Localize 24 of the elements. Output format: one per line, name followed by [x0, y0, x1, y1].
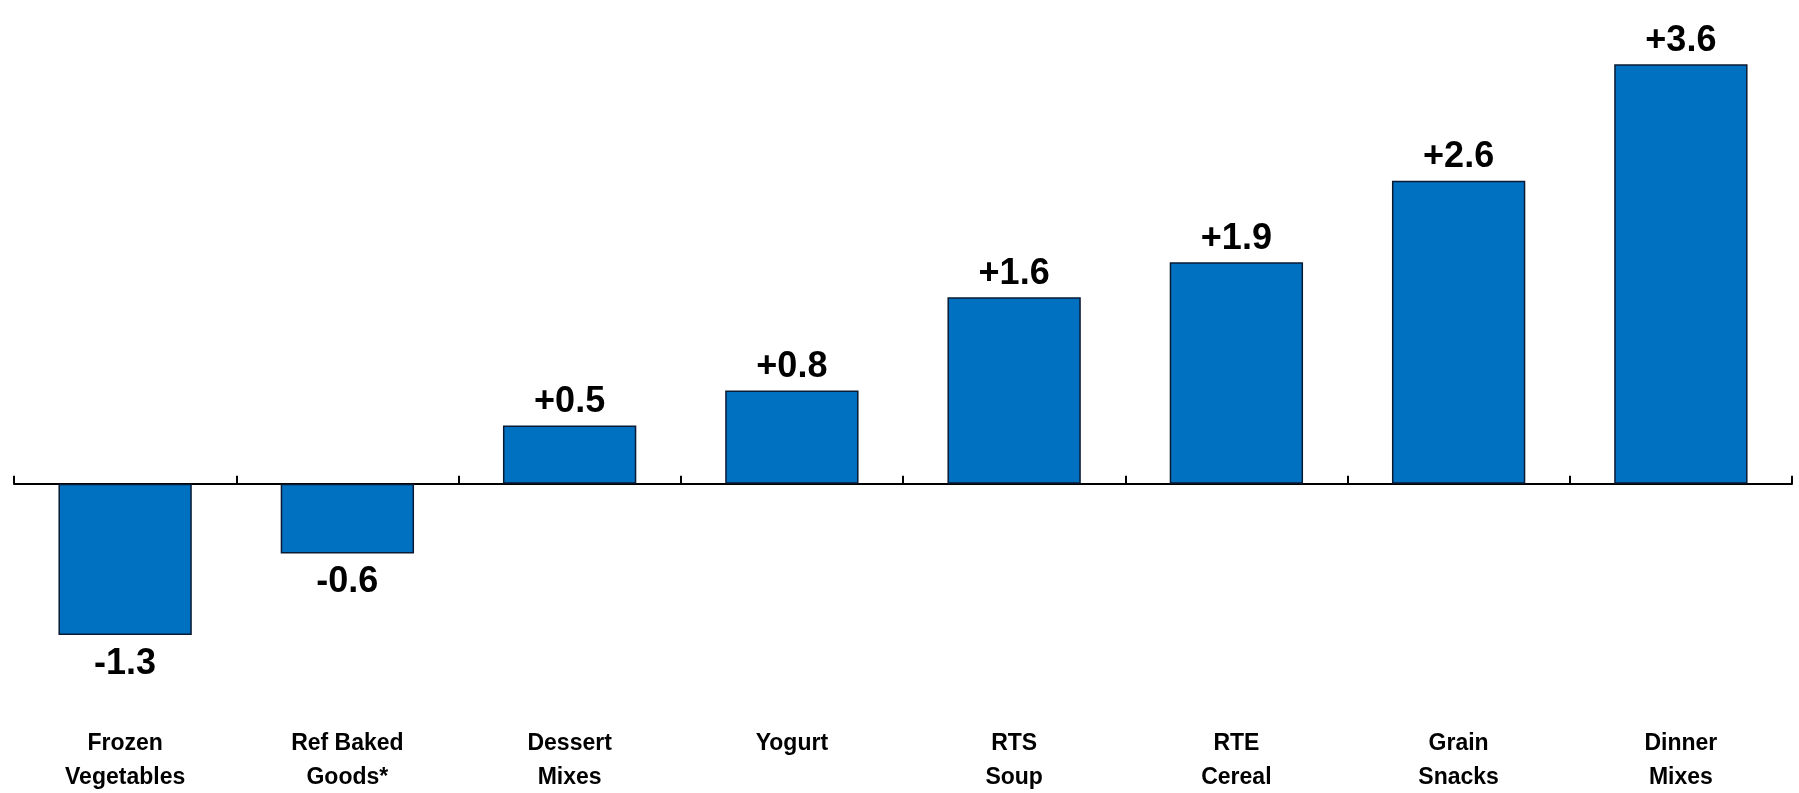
bar	[1391, 180, 1526, 484]
x-tick-label: Dinner Mixes	[1644, 729, 1718, 789]
x-tick-label: Ref Baked Goods*	[291, 729, 404, 789]
data-label: +2.6	[1423, 134, 1495, 176]
data-label: +0.8	[756, 343, 828, 385]
x-tick-label: RTE Cereal	[1201, 729, 1272, 789]
x-tick-label: Yogurt	[755, 729, 829, 755]
bar	[947, 297, 1081, 484]
x-tick-label: Frozen Vegetables	[65, 729, 186, 789]
data-label: +1.9	[1200, 215, 1272, 257]
data-label: +3.6	[1645, 17, 1717, 59]
bar	[725, 390, 859, 484]
data-label: -1.3	[94, 640, 157, 682]
bar	[280, 483, 415, 554]
bar	[58, 483, 192, 636]
bar	[1614, 64, 1748, 484]
bar	[502, 425, 637, 484]
data-label: +1.6	[978, 250, 1050, 292]
data-label: +0.5	[534, 378, 606, 420]
x-tick-label: Dessert Mixes	[527, 729, 613, 789]
x-tick-label: Grain Snacks	[1418, 729, 1499, 789]
bar	[1169, 262, 1304, 484]
x-tick-label: RTS Soup	[985, 729, 1043, 789]
data-label: -0.6	[316, 559, 379, 601]
